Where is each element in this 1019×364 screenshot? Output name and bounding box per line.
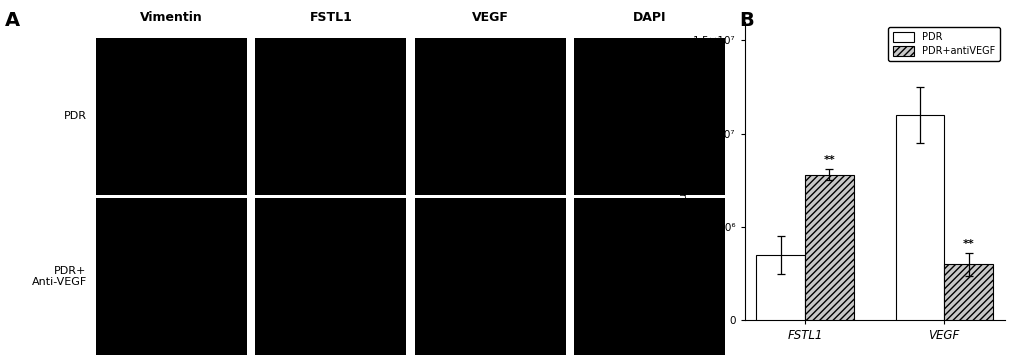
Bar	[756, 255, 804, 320]
Text: DAPI: DAPI	[632, 11, 665, 24]
Y-axis label: Immunofluorescence analysis: Immunofluorescence analysis	[678, 94, 688, 249]
Legend: PDR, PDR+antiVEGF: PDR, PDR+antiVEGF	[887, 27, 999, 61]
Text: PDR+
Anti-VEGF: PDR+ Anti-VEGF	[32, 266, 87, 288]
Text: B: B	[739, 11, 753, 30]
Text: **: **	[962, 240, 973, 249]
Text: VEGF: VEGF	[472, 11, 508, 24]
Text: Vimentin: Vimentin	[140, 11, 203, 24]
Bar	[804, 175, 853, 320]
Text: A: A	[5, 11, 20, 30]
Bar	[944, 264, 991, 320]
Bar	[895, 115, 944, 320]
Text: **: **	[822, 155, 835, 166]
Text: PDR: PDR	[63, 111, 87, 122]
Text: FSTL1: FSTL1	[309, 11, 352, 24]
